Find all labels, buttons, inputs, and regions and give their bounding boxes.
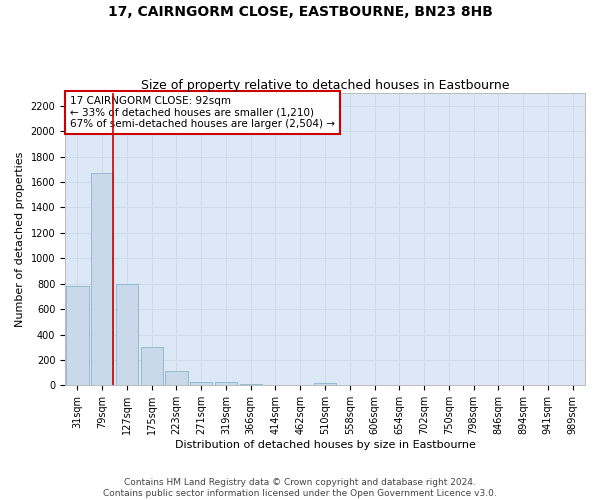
Y-axis label: Number of detached properties: Number of detached properties (15, 152, 25, 327)
Text: 17, CAIRNGORM CLOSE, EASTBOURNE, BN23 8HB: 17, CAIRNGORM CLOSE, EASTBOURNE, BN23 8H… (107, 5, 493, 19)
Text: 17 CAIRNGORM CLOSE: 92sqm
← 33% of detached houses are smaller (1,210)
67% of se: 17 CAIRNGORM CLOSE: 92sqm ← 33% of detac… (70, 96, 335, 130)
Bar (314, 383, 336, 386)
Bar (190, 382, 212, 386)
Bar (215, 382, 237, 386)
X-axis label: Distribution of detached houses by size in Eastbourne: Distribution of detached houses by size … (175, 440, 475, 450)
Bar (140, 347, 163, 386)
Bar (116, 284, 138, 386)
Bar (239, 384, 262, 386)
Bar (91, 173, 113, 386)
Text: Contains HM Land Registry data © Crown copyright and database right 2024.
Contai: Contains HM Land Registry data © Crown c… (103, 478, 497, 498)
Title: Size of property relative to detached houses in Eastbourne: Size of property relative to detached ho… (141, 79, 509, 92)
Bar (166, 370, 188, 386)
Bar (66, 286, 89, 386)
